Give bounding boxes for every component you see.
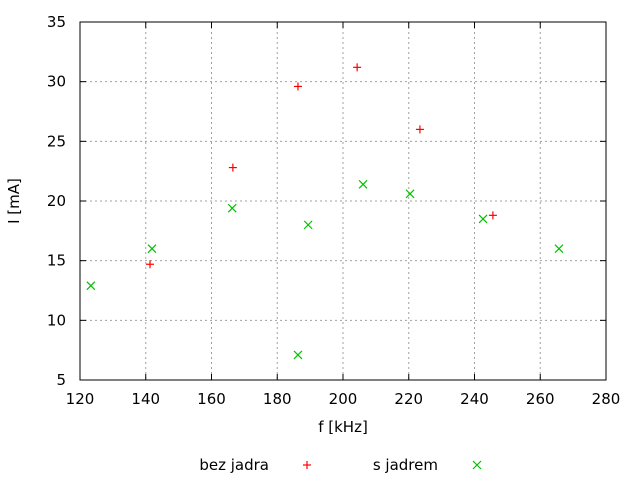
data-point-bez-jadra xyxy=(415,125,424,134)
grid-lines xyxy=(80,22,606,380)
x-tick-label: 240 xyxy=(460,390,489,408)
data-point-bez-jadra xyxy=(353,63,362,72)
data-point-bez-jadra xyxy=(146,260,155,269)
axis-ticks: 120 140 160 180 200 220 240 260 280 5 10 15 20 25 30 35 xyxy=(47,13,620,408)
x-tick-label: 280 xyxy=(592,390,621,408)
legend-label-s-jadrem: s jadrem xyxy=(373,456,438,474)
x-tick-label: 260 xyxy=(526,390,555,408)
data-points xyxy=(86,63,564,360)
x-tick-label: 200 xyxy=(329,390,358,408)
y-tick-label: 30 xyxy=(47,73,66,91)
data-point-s-jadrem xyxy=(227,203,237,213)
data-point-s-jadrem xyxy=(86,281,96,291)
y-tick-label: 10 xyxy=(47,311,66,329)
y-tick-label: 25 xyxy=(47,132,66,150)
y-tick-label: 5 xyxy=(56,371,66,389)
data-point-s-jadrem xyxy=(554,244,564,254)
data-point-s-jadrem xyxy=(358,179,368,189)
legend-marker-s-jadrem xyxy=(472,460,482,470)
y-tick-label: 20 xyxy=(47,192,66,210)
legend-label-bez-jadra: bez jadra xyxy=(199,456,269,474)
data-point-bez-jadra xyxy=(293,82,302,91)
x-axis-label: f [kHz] xyxy=(318,418,368,436)
legend-cross-icon xyxy=(472,460,482,470)
x-tick-label: 160 xyxy=(197,390,226,408)
data-point-s-jadrem xyxy=(147,244,157,254)
data-point-s-jadrem xyxy=(478,214,488,224)
y-axis-label: I [mA] xyxy=(5,178,23,224)
data-point-s-jadrem xyxy=(303,220,313,230)
x-tick-label: 140 xyxy=(131,390,160,408)
x-tick-label: 120 xyxy=(66,390,95,408)
x-tick-label: 180 xyxy=(263,390,292,408)
data-point-bez-jadra xyxy=(228,163,237,172)
y-tick-label: 35 xyxy=(47,13,66,31)
data-point-s-jadrem xyxy=(293,350,303,360)
data-point-bez-jadra xyxy=(488,211,497,220)
x-tick-label: 220 xyxy=(394,390,423,408)
legend-plus-icon xyxy=(303,461,311,469)
y-tick-label: 15 xyxy=(47,252,66,270)
legend-marker-bez-jadra xyxy=(303,461,311,469)
plot-frame xyxy=(79,21,607,381)
data-point-s-jadrem xyxy=(405,189,415,199)
legend: bez jadra s jadrem xyxy=(199,456,482,474)
